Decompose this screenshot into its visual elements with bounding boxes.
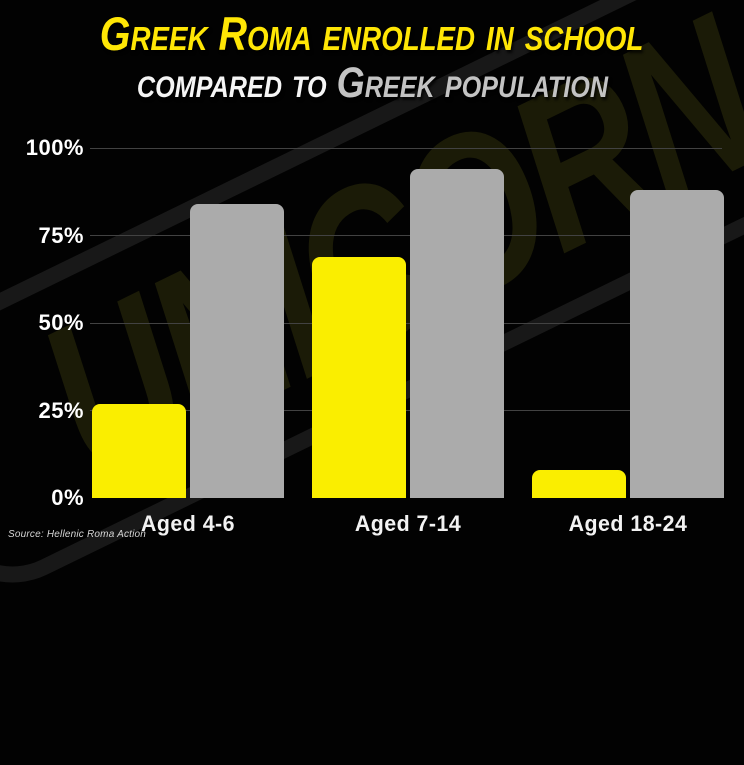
bar-greek-population-aged-7-14: [409, 169, 504, 498]
y-axis-tick-75: 75%: [38, 222, 84, 248]
bar-greek-roma-enrolled-in-school-aged-7-14: [311, 256, 406, 498]
bar-greek-roma-enrolled-in-school-aged-4-6: [92, 403, 186, 498]
y-axis-tick-0: 0%: [51, 485, 84, 510]
bar-greek-population-aged-4-6: [190, 204, 284, 498]
chart-title-line1-text: Greek Roma enrolled in school: [100, 7, 644, 60]
y-axis-tick-50: 50%: [38, 310, 84, 335]
x-axis-category-aged-4-6: Aged 4-6: [140, 511, 235, 536]
chart-title-line2-text: compared to Greek population: [136, 59, 608, 107]
gridline-50: [90, 322, 722, 324]
bar-chart: 0% 25% 50% 75% 100% Aged 4-6 Aged 7-14 Aged 18-…: [25, 135, 724, 536]
chart-title-line2: compared to Greek population: [0, 59, 744, 107]
title-compared-to: compared to: [136, 59, 337, 107]
title-greek-population: Greek population: [336, 59, 608, 107]
gridline-25: [90, 410, 722, 411]
bar-greek-population-aged-18-24: [630, 190, 724, 498]
chart-title-line1: Greek Roma enrolled in school: [0, 8, 744, 60]
gridline-75: [90, 235, 722, 236]
x-axis-category-aged-7-14: Aged 7-14: [354, 511, 461, 536]
gridline-100: [90, 147, 722, 149]
y-axis-tick-25: 25%: [38, 397, 84, 423]
source-attribution: Source: Hellenic Roma Action: [8, 529, 147, 540]
bar-greek-roma-enrolled-in-school-aged-18-24: [532, 470, 626, 498]
x-axis-category-aged-18-24: Aged 18-24: [568, 511, 688, 536]
y-axis-tick-100: 100%: [25, 135, 84, 160]
